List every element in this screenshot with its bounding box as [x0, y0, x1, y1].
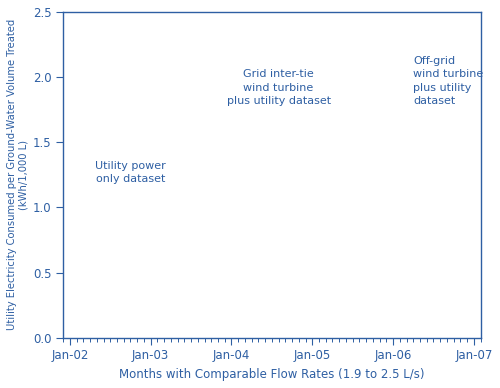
Y-axis label: Utility Electricity Consumed per Ground-Water Volume Treated
(kWh/1,000 L): Utility Electricity Consumed per Ground-…: [7, 19, 28, 331]
X-axis label: Months with Comparable Flow Rates (1.9 to 2.5 L/s): Months with Comparable Flow Rates (1.9 t…: [119, 368, 424, 381]
Text: Grid inter-tie
wind turbine
plus utility dataset: Grid inter-tie wind turbine plus utility…: [226, 69, 330, 106]
Text: Utility power
only dataset: Utility power only dataset: [95, 161, 166, 184]
Text: Off-grid
wind turbine
plus utility
dataset: Off-grid wind turbine plus utility datas…: [414, 56, 484, 106]
